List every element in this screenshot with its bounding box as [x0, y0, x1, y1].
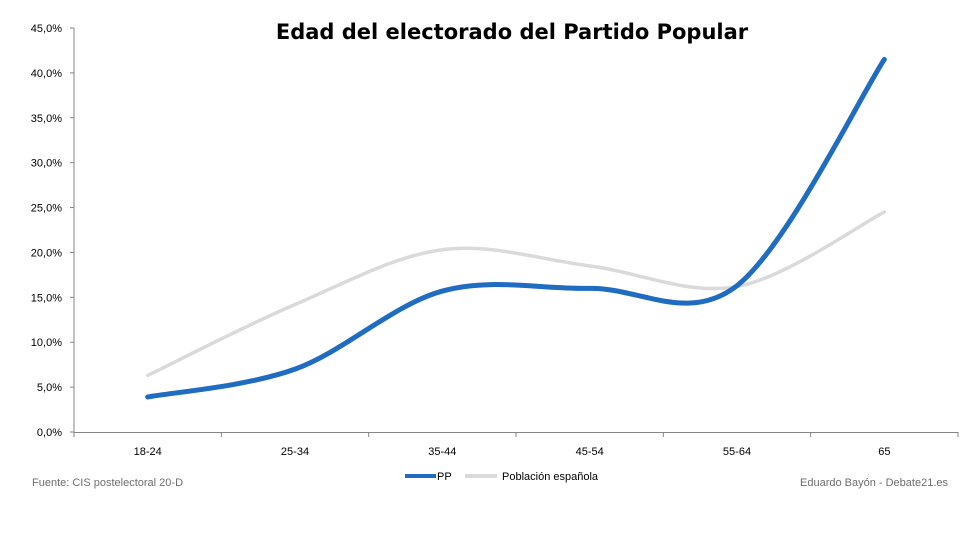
y-tick-label: 15,0%: [31, 292, 62, 304]
x-tick-label: 18-24: [134, 446, 162, 458]
y-tick-label: 30,0%: [31, 158, 62, 170]
legend-label-poblacion: Población española: [502, 471, 599, 483]
y-tick-label: 25,0%: [31, 203, 62, 215]
x-tick-label: 45-54: [576, 446, 604, 458]
y-tick-label: 45,0%: [31, 23, 62, 35]
y-tick-label: 40,0%: [31, 68, 62, 80]
x-tick-label: 55-64: [723, 446, 751, 458]
legend: PP Población española: [405, 471, 599, 483]
y-axis: 0,0% 5,0% 10,0% 15,0% 20,0% 25,0% 30,0% 35,0% 40…: [31, 23, 75, 439]
chart-title: Edad del electorado del Partido Popular: [276, 20, 749, 44]
legend-label-pp: PP: [437, 471, 452, 483]
series-line-pp: [145, 56, 887, 400]
series-line-poblacion: [145, 210, 887, 378]
y-tick-label: 0,0%: [37, 427, 62, 439]
series-layer: [145, 56, 887, 400]
x-axis: 18-24 25-34 35-44 45-54 55-64 65: [73, 432, 959, 458]
y-tick-label: 5,0%: [37, 382, 62, 394]
y-tick-label: 35,0%: [31, 113, 62, 125]
x-tick-label: 25-34: [281, 446, 309, 458]
credit-note: Eduardo Bayón - Debate21.es: [800, 477, 948, 489]
x-tick-label: 65: [878, 446, 890, 458]
y-tick-label: 10,0%: [31, 337, 62, 349]
source-note: Fuente: CIS postelectoral 20-D: [32, 477, 183, 489]
y-tick-label: 20,0%: [31, 247, 62, 259]
x-tick-label: 35-44: [428, 446, 456, 458]
